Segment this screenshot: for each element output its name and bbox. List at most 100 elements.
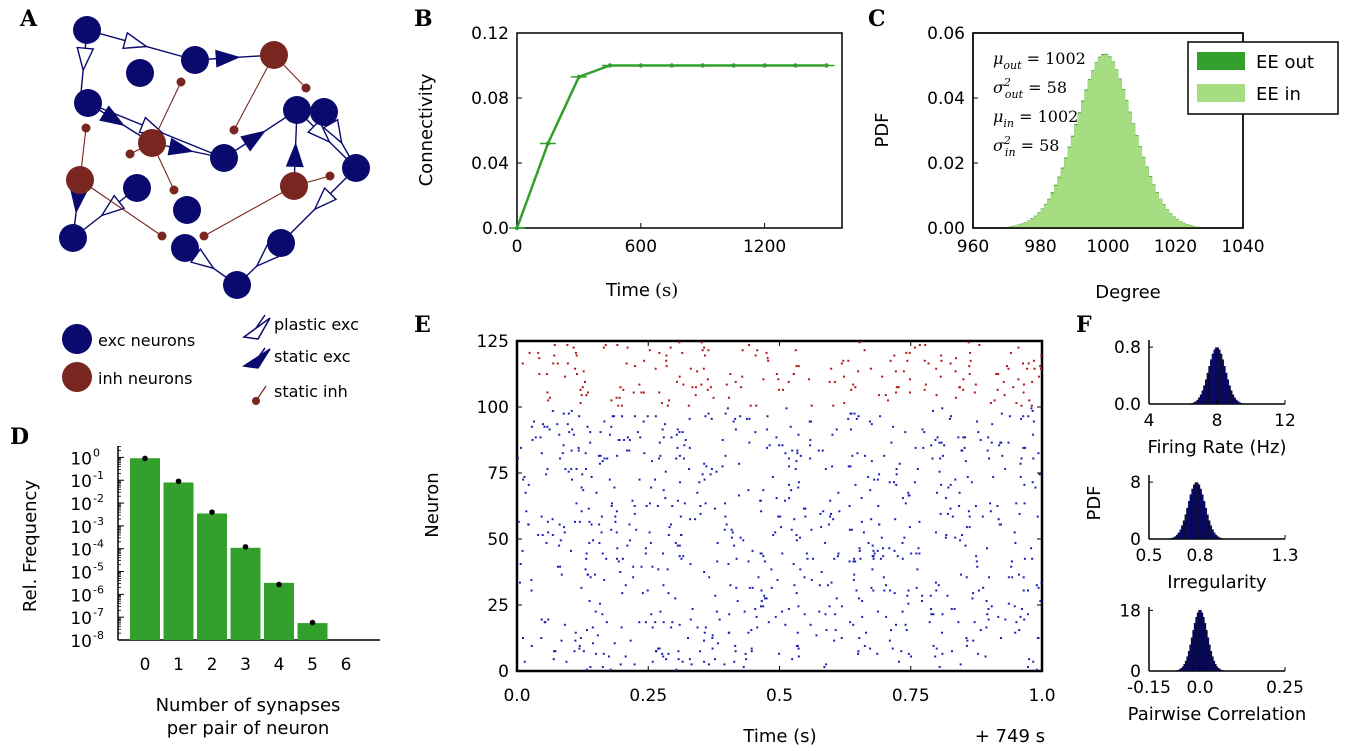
exc-spike — [997, 615, 1000, 618]
inh-spike — [694, 386, 697, 389]
exc-spike — [670, 523, 673, 526]
exc-spike — [770, 568, 773, 571]
exc-spike — [610, 502, 613, 505]
exc-spike — [743, 610, 746, 613]
exc-spike — [876, 549, 879, 552]
inh-spike — [887, 399, 890, 402]
degree-bar-in — [1057, 177, 1062, 228]
exc-spike — [826, 584, 829, 587]
exc-spike — [610, 425, 613, 428]
exc-spike — [745, 417, 748, 420]
exc-spike — [1035, 668, 1038, 671]
inh-spike — [694, 394, 697, 397]
exc-spike — [568, 431, 571, 434]
degree-bar-in — [1131, 124, 1136, 228]
expected-value-dot — [309, 619, 316, 626]
exc-spike — [754, 607, 757, 610]
exc-spike — [718, 618, 721, 621]
legend-static-inh: static inh — [274, 382, 348, 401]
exc-spike — [763, 597, 766, 600]
exc-spike — [778, 652, 781, 655]
exc-spike — [954, 478, 957, 481]
exc-spike — [760, 552, 763, 555]
exc-spike — [563, 526, 566, 529]
exc-spike — [1019, 475, 1022, 478]
exc-spike — [703, 462, 706, 465]
exc-spike — [755, 615, 758, 618]
inh-spike — [665, 354, 668, 357]
exc-spike — [541, 534, 544, 537]
y-tick-exponent: -1 — [93, 469, 104, 482]
exc-spike — [544, 621, 547, 624]
exc-spike — [789, 425, 792, 428]
panel-d-letter: D — [10, 424, 29, 450]
inh-spike — [755, 404, 758, 407]
exc-spike — [1013, 605, 1016, 608]
subplot-xlabel: Firing Rate (Hz) — [1147, 437, 1286, 458]
exc-spike — [835, 597, 838, 600]
exc-spike — [858, 597, 861, 600]
exc-spike — [946, 512, 949, 515]
legend-plastic-exc: plastic exc — [274, 315, 359, 334]
synapse-count-bar — [163, 482, 194, 640]
exc-spike — [739, 536, 742, 539]
exc-spike — [979, 439, 982, 441]
inh-spike — [962, 378, 965, 381]
subplot-xlabel: Irregularity — [1167, 572, 1267, 593]
exc-spike — [745, 658, 748, 661]
exc-spike — [797, 647, 800, 650]
exc-spike — [818, 610, 821, 613]
exc-spike — [727, 563, 730, 566]
exc-spike — [1017, 573, 1020, 576]
inh-spike — [625, 362, 628, 365]
exc-spike — [1004, 468, 1007, 471]
inh-spike — [678, 341, 681, 344]
exc-spike — [602, 652, 605, 655]
exc-neuron-icon — [74, 89, 102, 117]
exc-spike — [751, 586, 754, 589]
degree-bar-in — [1101, 55, 1105, 228]
exc-spike — [644, 547, 647, 550]
exc-spike — [876, 610, 879, 613]
inh-spike — [767, 359, 770, 362]
exc-spike — [615, 531, 618, 534]
exc-spike — [988, 457, 991, 460]
exc-spike — [853, 557, 856, 560]
exc-spike — [935, 589, 938, 592]
y-tick-label: 0.02 — [927, 154, 965, 174]
stat-histogram-bar — [1180, 668, 1183, 672]
exc-spike — [1014, 541, 1017, 544]
exc-spike — [870, 460, 873, 463]
degree-bar-in — [1094, 62, 1099, 229]
exc-spike — [917, 547, 920, 550]
inh-spike — [968, 365, 971, 368]
exc-spike — [560, 573, 563, 576]
inh-spike — [682, 383, 685, 386]
exc-spike — [679, 481, 682, 484]
inh-spike — [967, 341, 970, 344]
inh-spike — [548, 396, 551, 399]
exc-spike — [803, 613, 806, 616]
exc-spike — [580, 486, 583, 489]
panel-c-ylabel: PDF — [872, 112, 893, 147]
exc-spike — [1020, 607, 1023, 610]
exc-spike — [949, 507, 952, 510]
exc-spike — [567, 412, 570, 415]
exc-spike — [775, 436, 778, 439]
exc-spike — [871, 544, 874, 547]
exc-spike — [551, 534, 554, 537]
exc-spike — [883, 589, 886, 592]
y-tick-label: 75 — [487, 464, 509, 484]
inh-spike — [619, 386, 622, 389]
exc-spike — [895, 468, 898, 471]
exc-spike — [934, 531, 937, 534]
exc-spike — [559, 565, 562, 568]
degree-bar-in — [1010, 226, 1014, 228]
exc-spike — [804, 515, 807, 518]
exc-spike — [975, 555, 978, 558]
x-tick-label: 4 — [274, 655, 285, 675]
inh-spike — [665, 359, 668, 362]
exc-spike — [587, 507, 590, 510]
exc-spike — [747, 489, 750, 492]
legend-static-exc: static exc — [274, 347, 351, 366]
